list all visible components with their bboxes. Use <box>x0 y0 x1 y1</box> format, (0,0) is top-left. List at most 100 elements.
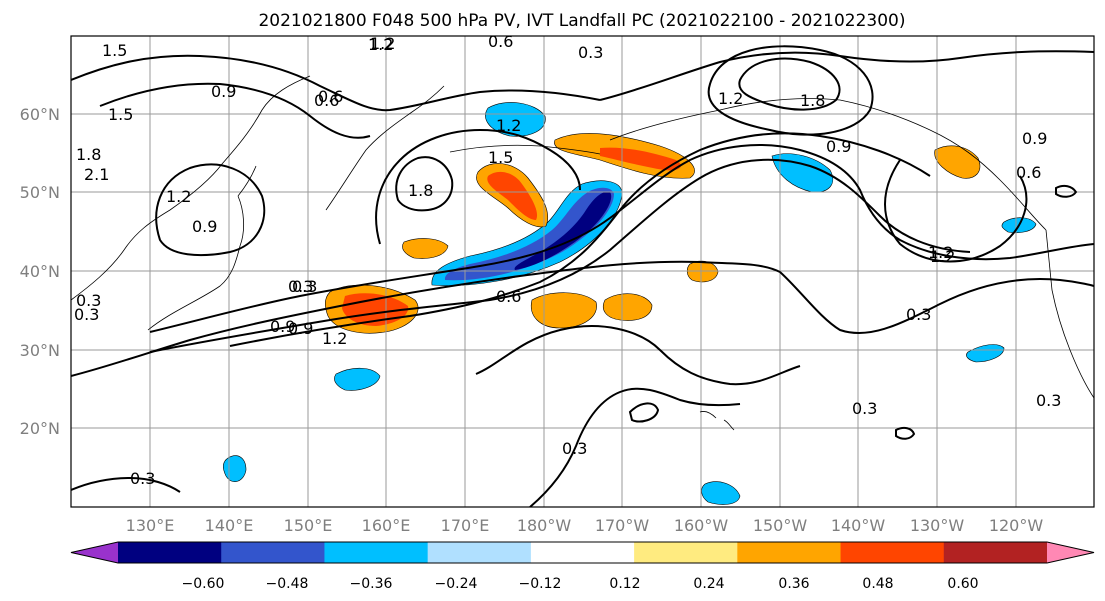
pv-negative-lobe-2 <box>485 102 546 137</box>
contour-label: 1.5 <box>102 41 127 60</box>
contour-label: 0.6 <box>318 87 343 106</box>
contour-label: 0.3 <box>76 291 101 310</box>
colorbar-segments <box>70 541 1095 564</box>
hawaii-islands <box>699 411 735 431</box>
lon-label: 170°W <box>595 516 650 535</box>
colorbar-segment <box>737 542 842 563</box>
contour-label: 1.8 <box>800 91 825 110</box>
contour-label: 0.6 <box>496 287 521 306</box>
latitude-labels: 60°N 50°N 40°N 30°N 20°N <box>20 105 60 438</box>
pv-contours <box>71 45 1094 507</box>
pv-contour-northern-2 <box>99 82 371 139</box>
pv-negative-core <box>514 191 612 270</box>
lat-label-40n: 40°N <box>20 262 60 281</box>
pv-contour-0.3-southern <box>71 260 781 377</box>
colorbar-tick-label: −0.12 <box>519 576 562 592</box>
north-america-coastline <box>1045 229 1094 399</box>
contour-label: 1.2 <box>718 89 743 108</box>
colorbar-tick-label: 0.48 <box>862 576 893 592</box>
lon-label: 130°E <box>126 516 175 535</box>
map-frame <box>70 35 1095 508</box>
colorbar-segment <box>118 542 222 563</box>
pv-positive-lobe-8 <box>686 260 719 283</box>
contour-label: 1.2 <box>370 34 395 53</box>
colorbar-tick-label: 0.24 <box>693 576 724 592</box>
contour-label: 0.3 <box>130 469 155 488</box>
colorbar-tick-label: 0.60 <box>947 576 978 592</box>
contour-label: 1.5 <box>488 148 513 167</box>
contour-label: 0.3 <box>852 399 877 418</box>
colorbar-extend-max <box>1047 542 1094 563</box>
colorbar-segment <box>324 542 429 563</box>
pv-contour-small-2 <box>895 426 916 440</box>
kamchatka-coastline <box>325 85 445 211</box>
colorbar-segment <box>427 542 532 563</box>
colorbar-segment <box>221 542 325 563</box>
contour-label: 0.9 <box>211 82 236 101</box>
contour-label: 0.6 <box>488 32 513 51</box>
pv-negative-band-inner <box>444 187 614 281</box>
lon-label: 160°E <box>362 516 411 535</box>
map-panel: 1.5 1.2 0.6 0.3 1.8 0.9 0.9 0.6 1.2 1.2 … <box>70 32 1095 508</box>
lon-label: 140°W <box>831 516 886 535</box>
contour-label: 0.9 <box>270 317 295 336</box>
colorbar-ticks: −0.60 −0.48 −0.36 −0.24 −0.12 0.12 0.24 … <box>182 576 979 592</box>
contour-label: 0.3 <box>288 277 313 296</box>
lon-label: 120°W <box>989 516 1044 535</box>
pv-negative-lobe-7 <box>966 344 1005 363</box>
contour-label: 1.8 <box>76 145 101 164</box>
aleutian-islands <box>449 144 601 155</box>
chart-title: 2021021800 F048 500 hPa PV, IVT Landfall… <box>258 11 905 31</box>
contour-label: 0.3 <box>74 305 99 324</box>
pv-contour-small-1 <box>628 402 660 423</box>
pv-contour-0.6 <box>149 144 1094 333</box>
lat-label-30n: 30°N <box>20 341 60 360</box>
lon-label: 170°E <box>441 516 490 535</box>
contour-label: 0.3 <box>578 43 603 62</box>
contour-label: 0.9 <box>1022 129 1047 148</box>
contour-labels: 1.5 1.2 0.6 0.3 1.8 0.9 0.9 0.6 1.2 1.2 … <box>74 32 1061 488</box>
contour-label: 2.1 <box>84 165 109 184</box>
colorbar-tick-label: −0.36 <box>350 576 393 592</box>
pv-positive-lobe-7 <box>402 238 449 259</box>
contour-label: 0.3 <box>1036 391 1061 410</box>
pv-positive-lobe-6 <box>934 145 981 179</box>
pv-contour-1.2 <box>229 132 931 347</box>
colorbar-tick-label: 0.36 <box>778 576 809 592</box>
lon-label: 140°E <box>205 516 254 535</box>
colorbar-tick-label: −0.24 <box>435 576 478 592</box>
pv-contour-1.5-ridge <box>375 128 581 245</box>
lat-label-20n: 20°N <box>20 419 60 438</box>
pv-negative-lobe-4 <box>334 367 381 391</box>
contour-label: 0.9 <box>826 137 851 156</box>
contour-label: 1.2 <box>368 35 393 54</box>
colorbar-segment <box>634 542 738 563</box>
lon-label: 150°E <box>284 516 333 535</box>
lon-label: 180°W <box>517 516 572 535</box>
pv-contour-0.3-mid <box>779 271 1094 335</box>
pv-negative-lobe-6 <box>701 481 741 505</box>
colorbar-outline <box>70 541 1095 564</box>
lat-label-60n: 60°N <box>20 105 60 124</box>
contour-label: 1.2 <box>928 243 953 262</box>
colorbar-segment <box>943 542 1048 563</box>
alaska-coastline <box>609 98 1047 231</box>
contour-label: 0.3 <box>906 305 931 324</box>
pv-contour-alaska-ring <box>707 45 874 136</box>
lon-label: 150°W <box>753 516 808 535</box>
contour-label: 1.8 <box>408 181 433 200</box>
lat-label-50n: 50°N <box>20 183 60 202</box>
colorbar: −0.60 −0.48 −0.36 −0.24 −0.12 0.12 0.24 … <box>70 541 1095 592</box>
pv-contour-west-closed <box>155 163 266 257</box>
japan-coastline <box>147 165 257 331</box>
pv-positive-core-1 <box>487 171 538 220</box>
longitude-labels: 130°E 140°E 150°E 160°E 170°E 180°W 170°… <box>126 516 1044 535</box>
colorbar-segment <box>530 542 635 563</box>
colorbar-extend-min <box>71 542 118 563</box>
pv-positive-lobe-4 <box>530 292 597 329</box>
pv-contour-alaska-low <box>738 57 841 111</box>
contour-label: 0.3 <box>292 277 317 296</box>
pv-contour-0.9 <box>149 158 971 353</box>
pv-contour-sw <box>71 476 181 493</box>
